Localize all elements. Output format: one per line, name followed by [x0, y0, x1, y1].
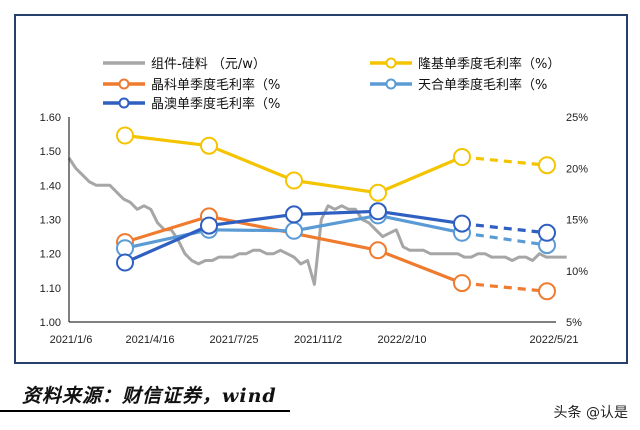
longi-legend-label: 隆基单季度毛利率（%）	[418, 56, 560, 72]
trina-legend-label: 天合单季度毛利率（%	[418, 77, 547, 93]
trina-legend-marker	[385, 78, 397, 90]
longi-point	[538, 156, 556, 175]
jinko-point	[538, 282, 556, 301]
caption-underline	[0, 410, 290, 412]
trina-forecast-line	[461, 231, 548, 247]
silicon-series-line	[67, 157, 567, 286]
right-tick-label: 10%	[566, 266, 588, 278]
x-tick-label: 2022/5/21	[530, 334, 579, 346]
line-chart: 1.00 1.10 1.20 1.30 1.40 1.50 1.60 5% 10% 15% 20% 2…	[40, 56, 589, 346]
trina-point	[285, 221, 303, 240]
jinko-forecast-line	[461, 281, 548, 293]
ja-forecast-line	[461, 222, 548, 235]
longi-point	[200, 136, 218, 155]
left-tick-label: 1.50	[40, 146, 61, 158]
left-tick-label: 1.00	[40, 317, 61, 329]
silicon-legend-label: 组件-硅料 （元/w）	[151, 57, 266, 72]
ja-legend-marker	[118, 97, 130, 109]
longi-legend-marker	[385, 57, 397, 69]
ja-point	[116, 253, 134, 272]
longi-point	[285, 171, 303, 190]
left-tick-label: 1.20	[40, 249, 61, 261]
jinko-legend-marker	[118, 78, 130, 90]
jinko-point	[369, 241, 387, 260]
ja-point	[285, 205, 303, 224]
watermark-text: 头条 @认是	[553, 405, 628, 421]
ja-point	[200, 216, 218, 235]
ja-point	[369, 202, 387, 221]
jinko-legend-label: 晶科单季度毛利率（%	[151, 77, 280, 93]
right-tick-label: 5%	[566, 317, 582, 329]
chart-frame: 1.00 1.10 1.20 1.30 1.40 1.50 1.60 5% 10% 15% 20% 2…	[14, 14, 628, 364]
jinko-point	[453, 274, 471, 293]
right-tick-label: 25%	[566, 112, 588, 124]
x-tick-label: 2021/7/25	[210, 334, 259, 346]
longi-forecast-line	[461, 155, 548, 167]
ja-point	[538, 223, 556, 242]
ja-legend-label: 晶澳单季度毛利率（%	[151, 96, 280, 112]
x-tick-label: 2021/1/6	[50, 334, 93, 346]
ja-point	[453, 214, 471, 233]
left-tick-label: 1.10	[40, 283, 61, 295]
right-tick-label: 20%	[566, 163, 588, 175]
left-tick-label: 1.40	[40, 180, 61, 192]
longi-point	[453, 148, 471, 166]
longi-point	[369, 183, 387, 202]
left-tick-label: 1.30	[40, 215, 61, 227]
left-tick-label: 1.60	[40, 112, 61, 124]
x-tick-label: 2021/4/16	[126, 334, 175, 346]
longi-point	[116, 126, 134, 145]
x-tick-label: 2021/11/2	[294, 334, 342, 346]
source-caption: 资料来源：财信证券，wind	[22, 385, 277, 407]
x-tick-label: 2022/2/10	[378, 334, 427, 346]
right-tick-label: 15%	[566, 215, 588, 227]
